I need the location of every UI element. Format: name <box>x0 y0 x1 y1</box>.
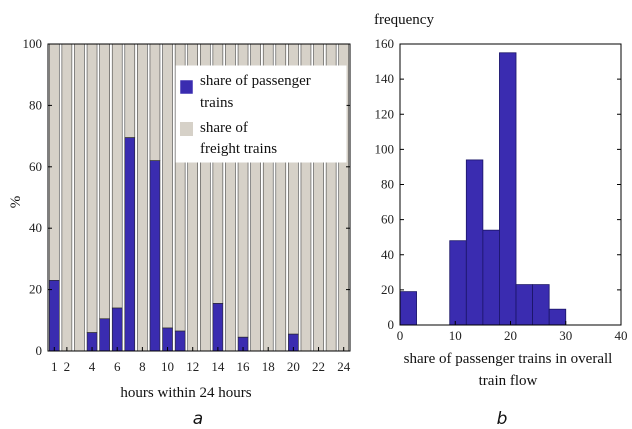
chart-b-xtick-label: 10 <box>449 328 462 343</box>
chart-b-xlabel-line2: train flow <box>479 373 538 389</box>
hist-bar-18-21 <box>499 52 517 326</box>
chart-a-xlabel: hours within 24 hours <box>120 385 251 401</box>
chart-b-xtick-label: 40 <box>615 328 628 343</box>
chart-a-ytick-label: 0 <box>36 343 43 358</box>
chart-b-ytick-label: 140 <box>375 71 395 86</box>
chart-a-caption: a <box>193 409 203 429</box>
legend-label-freight-line1: share of <box>200 120 248 136</box>
bar-passenger-hour-5 <box>99 318 110 352</box>
bar-freight-hour-3 <box>74 43 85 352</box>
chart-b-ytick-label: 60 <box>381 212 394 227</box>
chart-a-xtick-label: 20 <box>287 359 300 374</box>
bar-passenger-hour-11 <box>174 330 186 352</box>
chart-b-frame <box>399 43 622 326</box>
chart-a-xtick-label: 22 <box>312 359 325 374</box>
chart-b-ytick-label: 0 <box>388 317 395 332</box>
chart-b-ylabel: frequency <box>374 12 434 28</box>
chart-b-xtick-label: 0 <box>397 328 404 343</box>
chart-b-ytick-label: 100 <box>375 141 395 156</box>
bar-passenger-hour-7 <box>124 137 136 352</box>
chart-a-ylabel: % <box>8 196 24 209</box>
legend-swatch-freight <box>180 122 193 136</box>
chart-a-legend: share of passenger trains share of freig… <box>175 65 347 163</box>
bar-freight-hour-5 <box>99 43 110 320</box>
bar-freight-hour-9 <box>149 43 161 161</box>
chart-a-xtick-label: 14 <box>211 359 225 374</box>
legend-label-passenger-line1: share of passenger <box>200 73 311 89</box>
hist-bar-12-15 <box>465 159 484 326</box>
chart-a-xtick-label: 24 <box>337 359 351 374</box>
chart-b-ytick-label: 20 <box>381 282 394 297</box>
chart-b-ytick-label: 160 <box>375 36 395 51</box>
bar-freight-hour-7 <box>124 43 136 138</box>
bar-passenger-hour-9 <box>149 160 161 352</box>
chart-a-xtick-label: 12 <box>186 359 199 374</box>
chart-a-xtick-label: 6 <box>114 359 121 374</box>
chart-b-xlabel-line1: share of passenger trains in overall <box>404 351 613 367</box>
chart-a-ytick-label: 60 <box>29 159 42 174</box>
hist-bar-27-30 <box>548 308 567 326</box>
legend-label-freight-line2: freight trains <box>200 141 277 157</box>
chart-a-xtick-label: 8 <box>139 359 146 374</box>
legend-bg <box>175 65 347 163</box>
chart-b-xtick-label: 30 <box>559 328 572 343</box>
hist-bar-9-12 <box>449 240 467 326</box>
chart-b-xtick-label: 20 <box>504 328 517 343</box>
chart-a-xtick-label: 1 <box>51 359 58 374</box>
chart-a-xtick-label: 10 <box>161 359 174 374</box>
chart-b-caption: b <box>497 409 508 429</box>
chart-a-xtick-label: 16 <box>237 359 251 374</box>
chart-b-ytick-label: 40 <box>381 247 394 262</box>
hist-bar-15-18 <box>482 229 500 326</box>
bar-freight-hour-6 <box>111 43 123 309</box>
bar-passenger-hour-1 <box>48 280 60 352</box>
bar-freight-hour-4 <box>86 43 98 333</box>
chart-a-xtick-label: 18 <box>262 359 275 374</box>
bar-freight-hour-8 <box>137 43 148 352</box>
bar-freight-hour-10 <box>162 43 173 329</box>
chart-a-frame <box>47 43 351 352</box>
bar-passenger-hour-6 <box>111 307 123 352</box>
bar-freight-hour-1 <box>48 43 60 281</box>
chart-a-ytick-label: 80 <box>29 97 42 112</box>
chart-a-xtick-label: 2 <box>64 359 71 374</box>
legend-swatch-passenger <box>179 79 194 95</box>
chart-a-ytick-label: 20 <box>29 282 42 297</box>
chart-a-ytick-label: 40 <box>29 220 42 235</box>
bar-passenger-hour-14 <box>212 303 224 352</box>
hist-bar-24-27 <box>532 284 550 326</box>
legend-label-passenger-line2: trains <box>200 95 233 111</box>
bar-freight-hour-2 <box>61 43 73 352</box>
chart-b-ytick-label: 120 <box>375 106 395 121</box>
chart-a-ytick-label: 100 <box>23 36 43 51</box>
chart-b: 0 20 40 60 80 100 120 140 160 0 10 20 30 40 frequenc… <box>374 12 628 429</box>
chart-b-ytick-label: 80 <box>381 177 394 192</box>
chart-a-xtick-label: 4 <box>89 359 96 374</box>
hist-bar-0-3 <box>399 291 417 326</box>
hist-bar-21-24 <box>515 284 534 326</box>
